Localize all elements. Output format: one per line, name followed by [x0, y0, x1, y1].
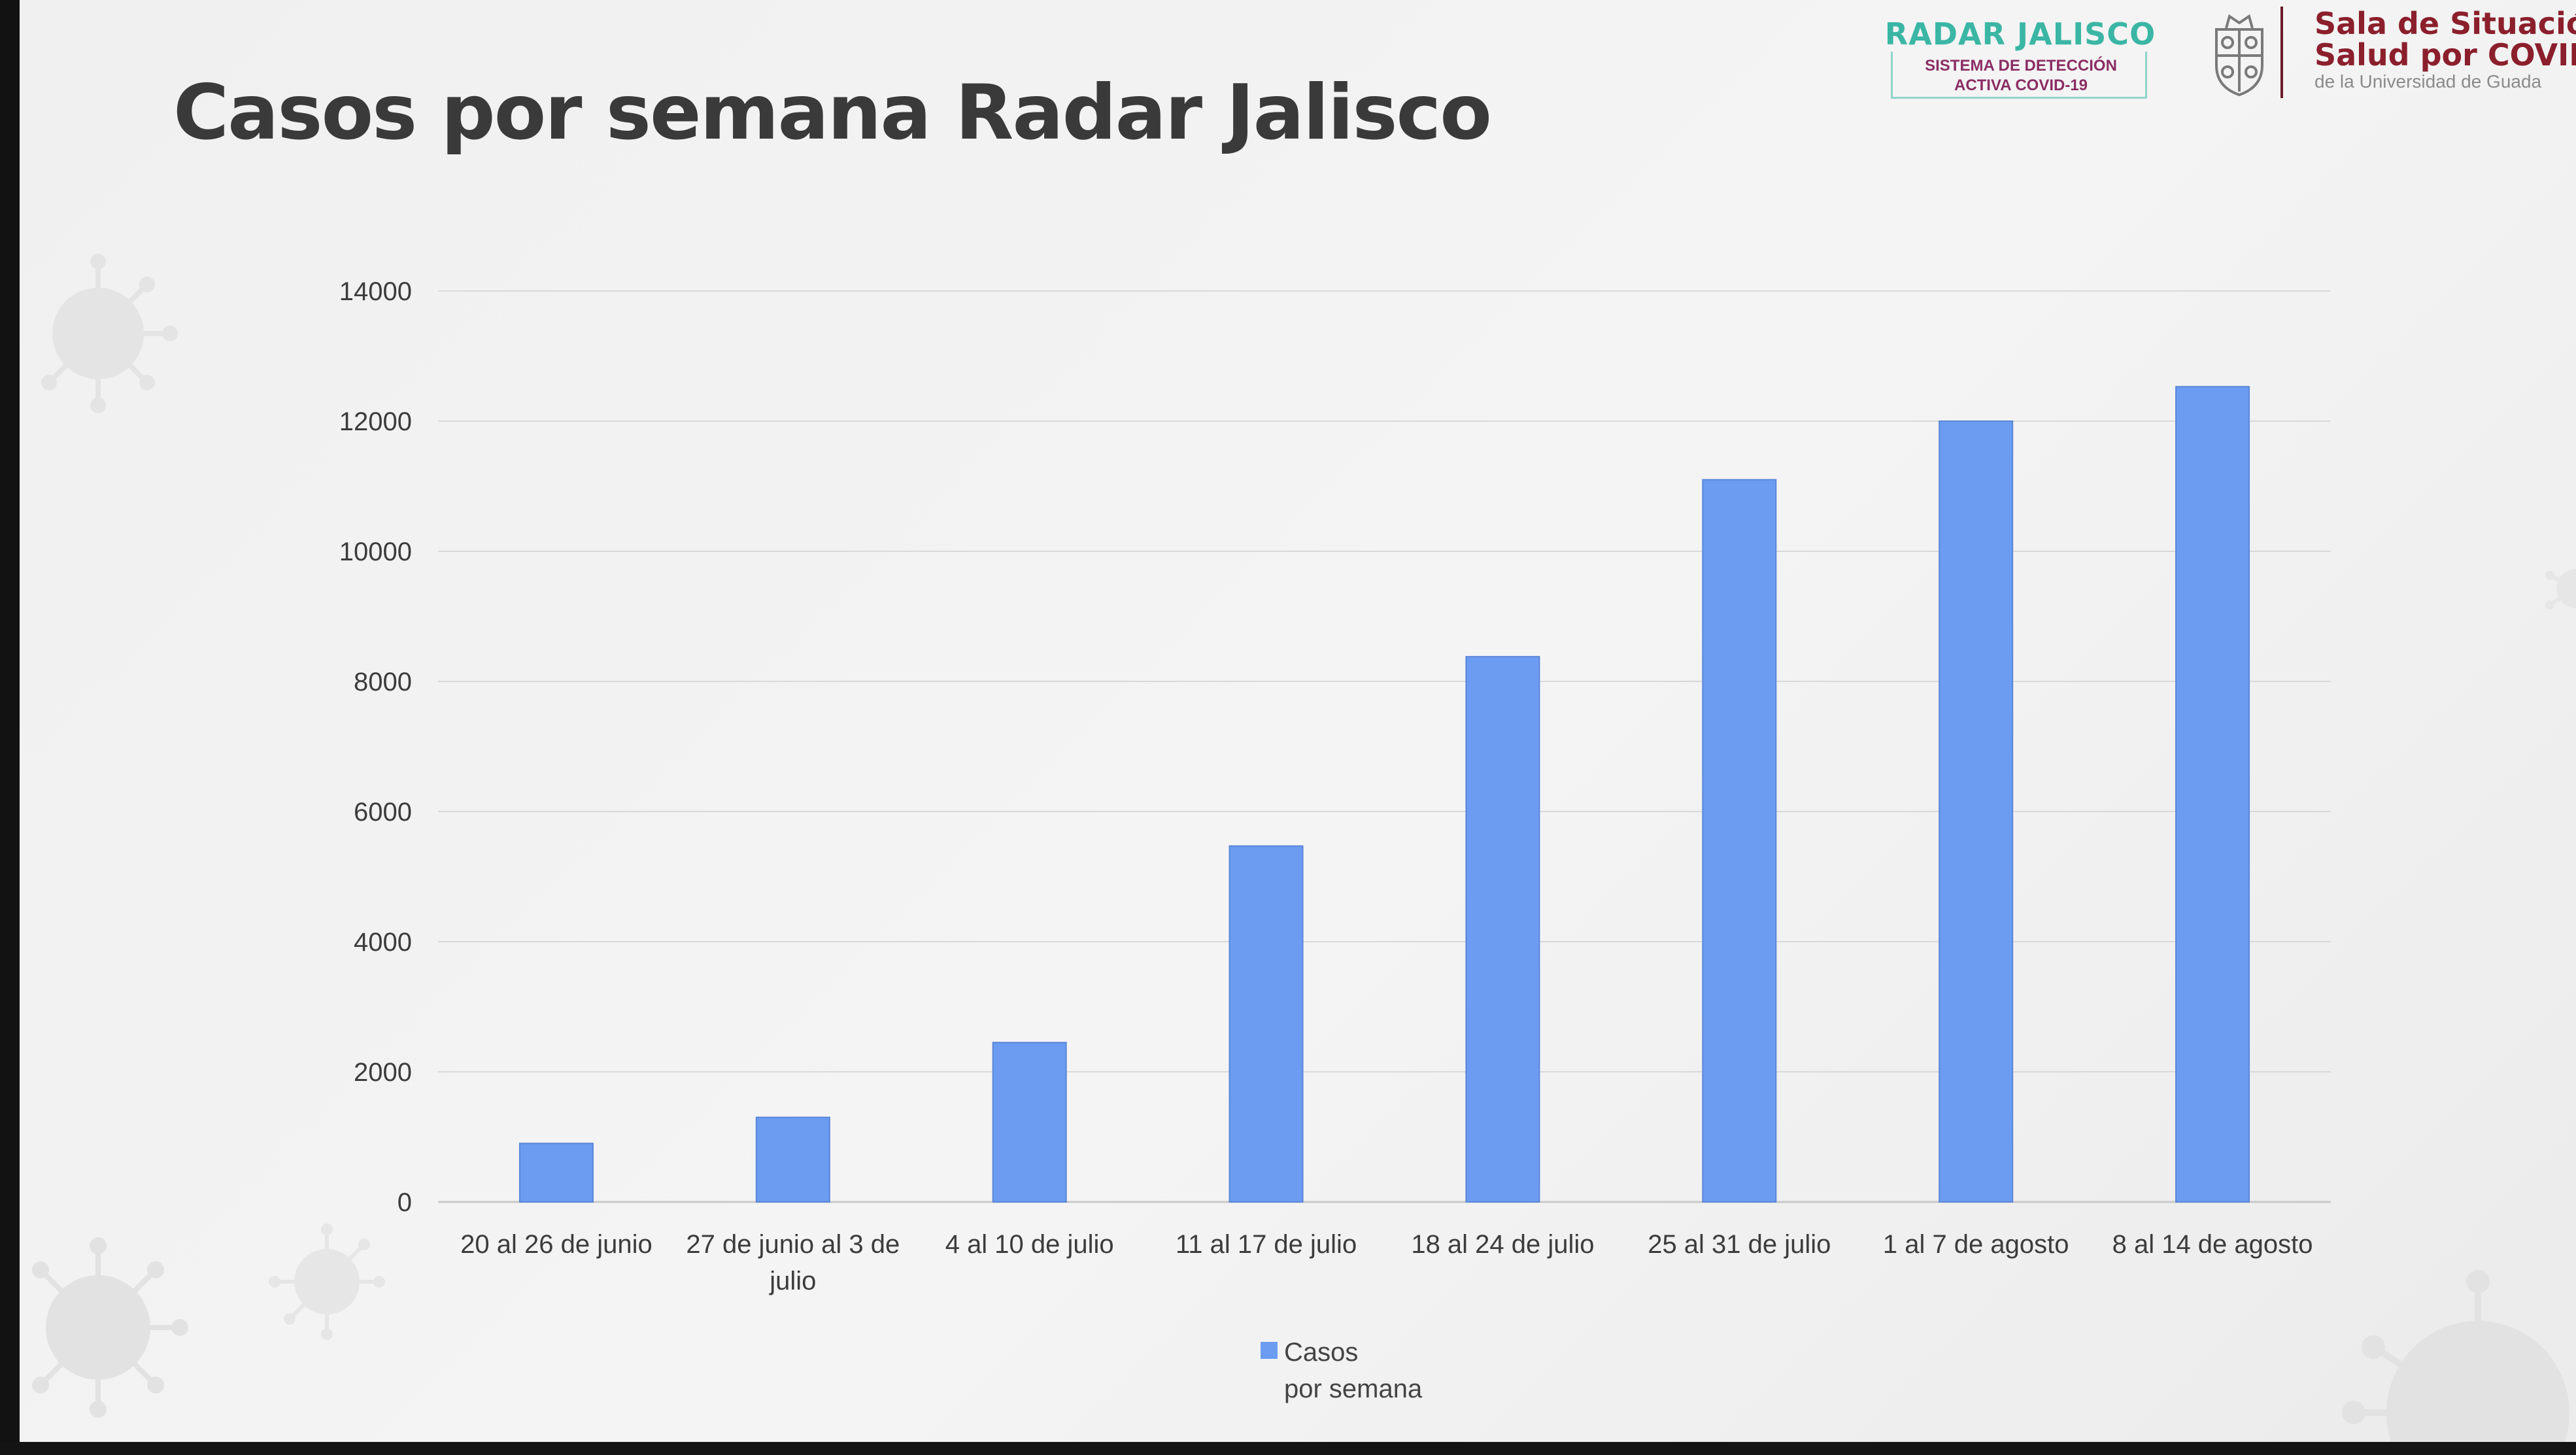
y-tick-label: 8000: [354, 668, 412, 696]
virus-decoration-icon: [2545, 569, 2576, 609]
radar-logo-box: SISTEMA DE DETECCIÓN ACTIVA COVID-19: [1891, 52, 2147, 99]
radar-logo-subtitle-1: SISTEMA DE DETECCIÓN: [1925, 57, 2117, 75]
logo-divider: [2280, 7, 2283, 98]
legend-label-line-2: por semana: [1284, 1375, 1423, 1403]
radar-logo-subtitle-2: ACTIVA COVID-19: [1954, 77, 2088, 94]
screen-edge-bottom: [0, 1442, 2576, 1455]
slide: Casos por semana Radar Jalisco RADAR JAL…: [20, 0, 2576, 1442]
screen-edge-left: [0, 0, 22, 1455]
virus-decoration-icon: [32, 1237, 188, 1418]
sala-logo-line-2: Salud por COVID-: [2314, 37, 2576, 73]
university-crest-icon: [2215, 14, 2263, 97]
virus-decoration-icon: [2342, 1270, 2569, 1442]
y-tick-label: 0: [398, 1188, 412, 1217]
virus-decoration-icon: [269, 1224, 385, 1340]
bar: [518, 1142, 594, 1203]
bar-chart: 0 2000 4000 6000 8000 10000 12000 14000 20 al 26…: [339, 277, 2331, 1295]
legend-swatch: [1261, 1342, 1278, 1359]
sala-logo-line-1: Sala de Situación: [2314, 6, 2576, 41]
x-tick-label: 18 al 24 de julio: [1411, 1230, 1594, 1259]
y-tick-label: 12000: [339, 407, 412, 436]
legend-label-line-1: Casos: [1284, 1338, 1359, 1367]
bar: [1229, 845, 1304, 1203]
x-tick-label: 11 al 17 de julio: [1176, 1230, 1357, 1259]
x-tick-label: 4 al 10 de julio: [945, 1230, 1114, 1259]
bar: [2175, 386, 2250, 1203]
x-tick-label: 25 al 31 de julio: [1648, 1230, 1831, 1259]
slide-title: Casos por semana Radar Jalisco: [173, 69, 1492, 157]
bar: [1702, 479, 1777, 1203]
radar-jalisco-logo: RADAR JALISCO SISTEMA DE DETECCIÓN ACTIV…: [1876, 16, 2164, 101]
bar: [1465, 656, 1540, 1203]
sala-logo-line-3: de la Universidad de Guada: [2314, 71, 2542, 92]
y-tick-label: 14000: [339, 277, 412, 306]
y-tick-label: 2000: [354, 1058, 412, 1087]
bar: [992, 1042, 1067, 1203]
x-tick-label: 20 al 26 de junio: [460, 1230, 652, 1259]
legend-label: Casos por semana: [1284, 1334, 1480, 1407]
x-tick-label: 8 al 14 de agosto: [2112, 1230, 2313, 1259]
radar-logo-title: RADAR JALISCO: [1884, 16, 2156, 52]
x-tick-label: 27 de junio al 3 de: [686, 1230, 900, 1259]
bar: [755, 1116, 830, 1203]
x-tick-label: 1 al 7 de agosto: [1883, 1230, 2069, 1259]
bar: [1939, 420, 2014, 1203]
y-tick-label: 6000: [354, 798, 412, 827]
x-tick-label: julio: [769, 1267, 816, 1295]
y-tick-label: 10000: [339, 538, 412, 566]
y-tick-label: 4000: [354, 928, 412, 957]
virus-decoration-icon: [41, 254, 178, 413]
sala-situacion-logo: Sala de Situación Salud por COVID- de la…: [2314, 8, 2576, 93]
